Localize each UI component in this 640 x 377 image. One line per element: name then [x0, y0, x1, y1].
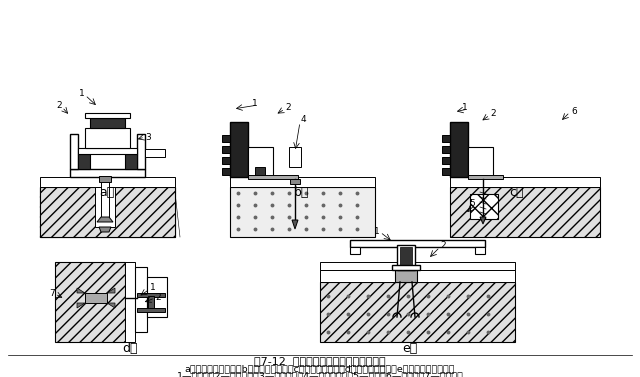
Bar — [350, 240, 485, 247]
Bar — [222, 157, 230, 164]
Bar — [137, 134, 145, 169]
Bar — [450, 187, 600, 237]
Bar — [40, 187, 175, 237]
Text: 2: 2 — [490, 109, 496, 118]
Bar — [468, 147, 493, 177]
Polygon shape — [292, 220, 298, 229]
Bar — [148, 296, 154, 308]
Bar — [78, 148, 137, 154]
Text: b）: b） — [294, 185, 310, 199]
Polygon shape — [77, 303, 85, 308]
Polygon shape — [480, 217, 486, 224]
Text: 2: 2 — [440, 242, 446, 250]
Text: a）: a） — [99, 185, 115, 199]
Bar — [101, 179, 109, 217]
Bar — [320, 282, 515, 342]
Bar — [248, 147, 273, 177]
Text: 1: 1 — [252, 98, 258, 107]
Bar — [78, 154, 90, 169]
Bar — [350, 247, 360, 254]
Bar — [230, 177, 375, 187]
Bar — [85, 293, 107, 303]
Bar — [145, 149, 165, 157]
Text: c）: c） — [509, 185, 524, 199]
Text: 1: 1 — [79, 89, 85, 98]
Bar — [397, 245, 415, 270]
Bar — [442, 157, 450, 164]
Bar — [40, 177, 175, 187]
Text: 1: 1 — [150, 284, 156, 293]
Text: 2: 2 — [56, 101, 62, 110]
Text: 2: 2 — [285, 103, 291, 112]
Bar — [470, 194, 498, 219]
Polygon shape — [97, 217, 113, 222]
Text: 1: 1 — [462, 103, 468, 112]
Text: 5: 5 — [469, 199, 475, 207]
Bar — [442, 168, 450, 175]
Bar — [395, 270, 417, 282]
Text: 图7-12  铝合金门窗框与墙体的连接方式: 图7-12 铝合金门窗框与墙体的连接方式 — [254, 356, 386, 366]
Text: 2: 2 — [155, 293, 161, 302]
Bar — [135, 267, 147, 332]
Bar — [85, 128, 130, 148]
Bar — [450, 177, 600, 187]
Bar — [255, 167, 265, 177]
Text: 3: 3 — [145, 132, 151, 141]
Bar — [125, 262, 135, 342]
Bar — [222, 135, 230, 142]
Text: d）: d） — [122, 342, 138, 356]
Bar — [90, 118, 125, 128]
Text: 1—门窗框；2—连接铁件；3—燕尾铁脚；4—射（钢）钉；5—木砖；6—木螺钉；7—膨胀螺钉: 1—门窗框；2—连接铁件；3—燕尾铁脚；4—射（钢）钉；5—木砖；6—木螺钉；7… — [177, 371, 463, 377]
Bar — [230, 122, 248, 177]
Bar — [95, 187, 115, 227]
Text: 6: 6 — [571, 106, 577, 115]
Text: a）预留洞燕尾铁脚；b）射钉连接方式；c）预埋木砖连接；d）膨胀螺钉连接；e）预埋铁件焊接连接: a）预留洞燕尾铁脚；b）射钉连接方式；c）预埋木砖连接；d）膨胀螺钉连接；e）预… — [185, 365, 455, 374]
Bar — [55, 262, 125, 342]
Bar — [248, 175, 298, 179]
Bar — [137, 293, 165, 297]
Bar — [442, 135, 450, 142]
Bar — [125, 154, 137, 169]
Bar — [475, 247, 485, 254]
Text: 1: 1 — [374, 227, 380, 236]
Bar — [40, 187, 175, 237]
Bar — [222, 168, 230, 175]
Bar — [137, 308, 165, 312]
Bar — [290, 179, 300, 184]
Text: 4: 4 — [300, 115, 306, 124]
Bar — [85, 113, 130, 118]
Bar — [70, 134, 78, 169]
Bar — [392, 265, 420, 270]
Polygon shape — [107, 288, 115, 293]
Bar — [230, 187, 375, 237]
Bar — [442, 146, 450, 153]
Text: e）: e） — [403, 342, 418, 356]
Polygon shape — [77, 288, 85, 293]
Bar — [320, 262, 515, 270]
Bar — [99, 176, 111, 182]
Bar — [222, 146, 230, 153]
Polygon shape — [107, 303, 115, 308]
Polygon shape — [99, 227, 111, 232]
Bar — [450, 122, 468, 177]
Bar — [147, 277, 167, 317]
Bar — [468, 175, 503, 179]
Text: 7: 7 — [49, 290, 55, 299]
Bar — [400, 247, 412, 269]
Bar — [70, 169, 145, 177]
Bar — [289, 147, 301, 167]
Bar — [320, 270, 515, 282]
